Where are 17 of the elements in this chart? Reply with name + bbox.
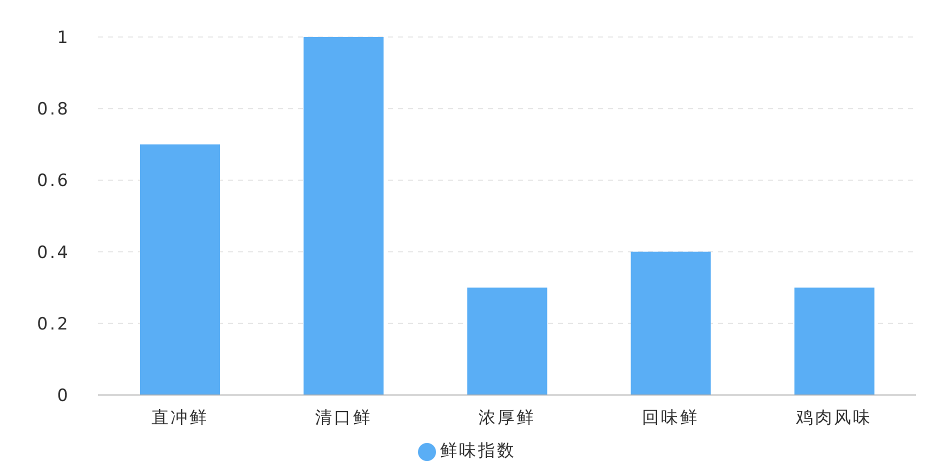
y-tick-label: 0.8 — [36, 100, 70, 120]
legend-label: 鲜味指数 — [440, 441, 516, 461]
x-tick-label: 浓厚鲜 — [478, 408, 536, 428]
y-tick-label: 1 — [57, 28, 70, 48]
bar — [140, 144, 220, 395]
bar — [630, 252, 711, 395]
bar — [467, 288, 548, 395]
x-tick-label: 清口鲜 — [314, 408, 372, 428]
x-tick-label: 直冲鲜 — [151, 408, 208, 428]
y-tick-label: 0.4 — [36, 242, 70, 263]
x-tick-label: 回味鲜 — [642, 408, 700, 428]
y-tick-label: 0 — [57, 386, 70, 406]
bar — [794, 288, 874, 395]
x-tick-label: 鸡肉风味 — [795, 408, 872, 428]
y-tick-label: 0.2 — [36, 314, 70, 334]
bar — [304, 37, 384, 395]
y-tick-label: 0.6 — [36, 171, 70, 192]
